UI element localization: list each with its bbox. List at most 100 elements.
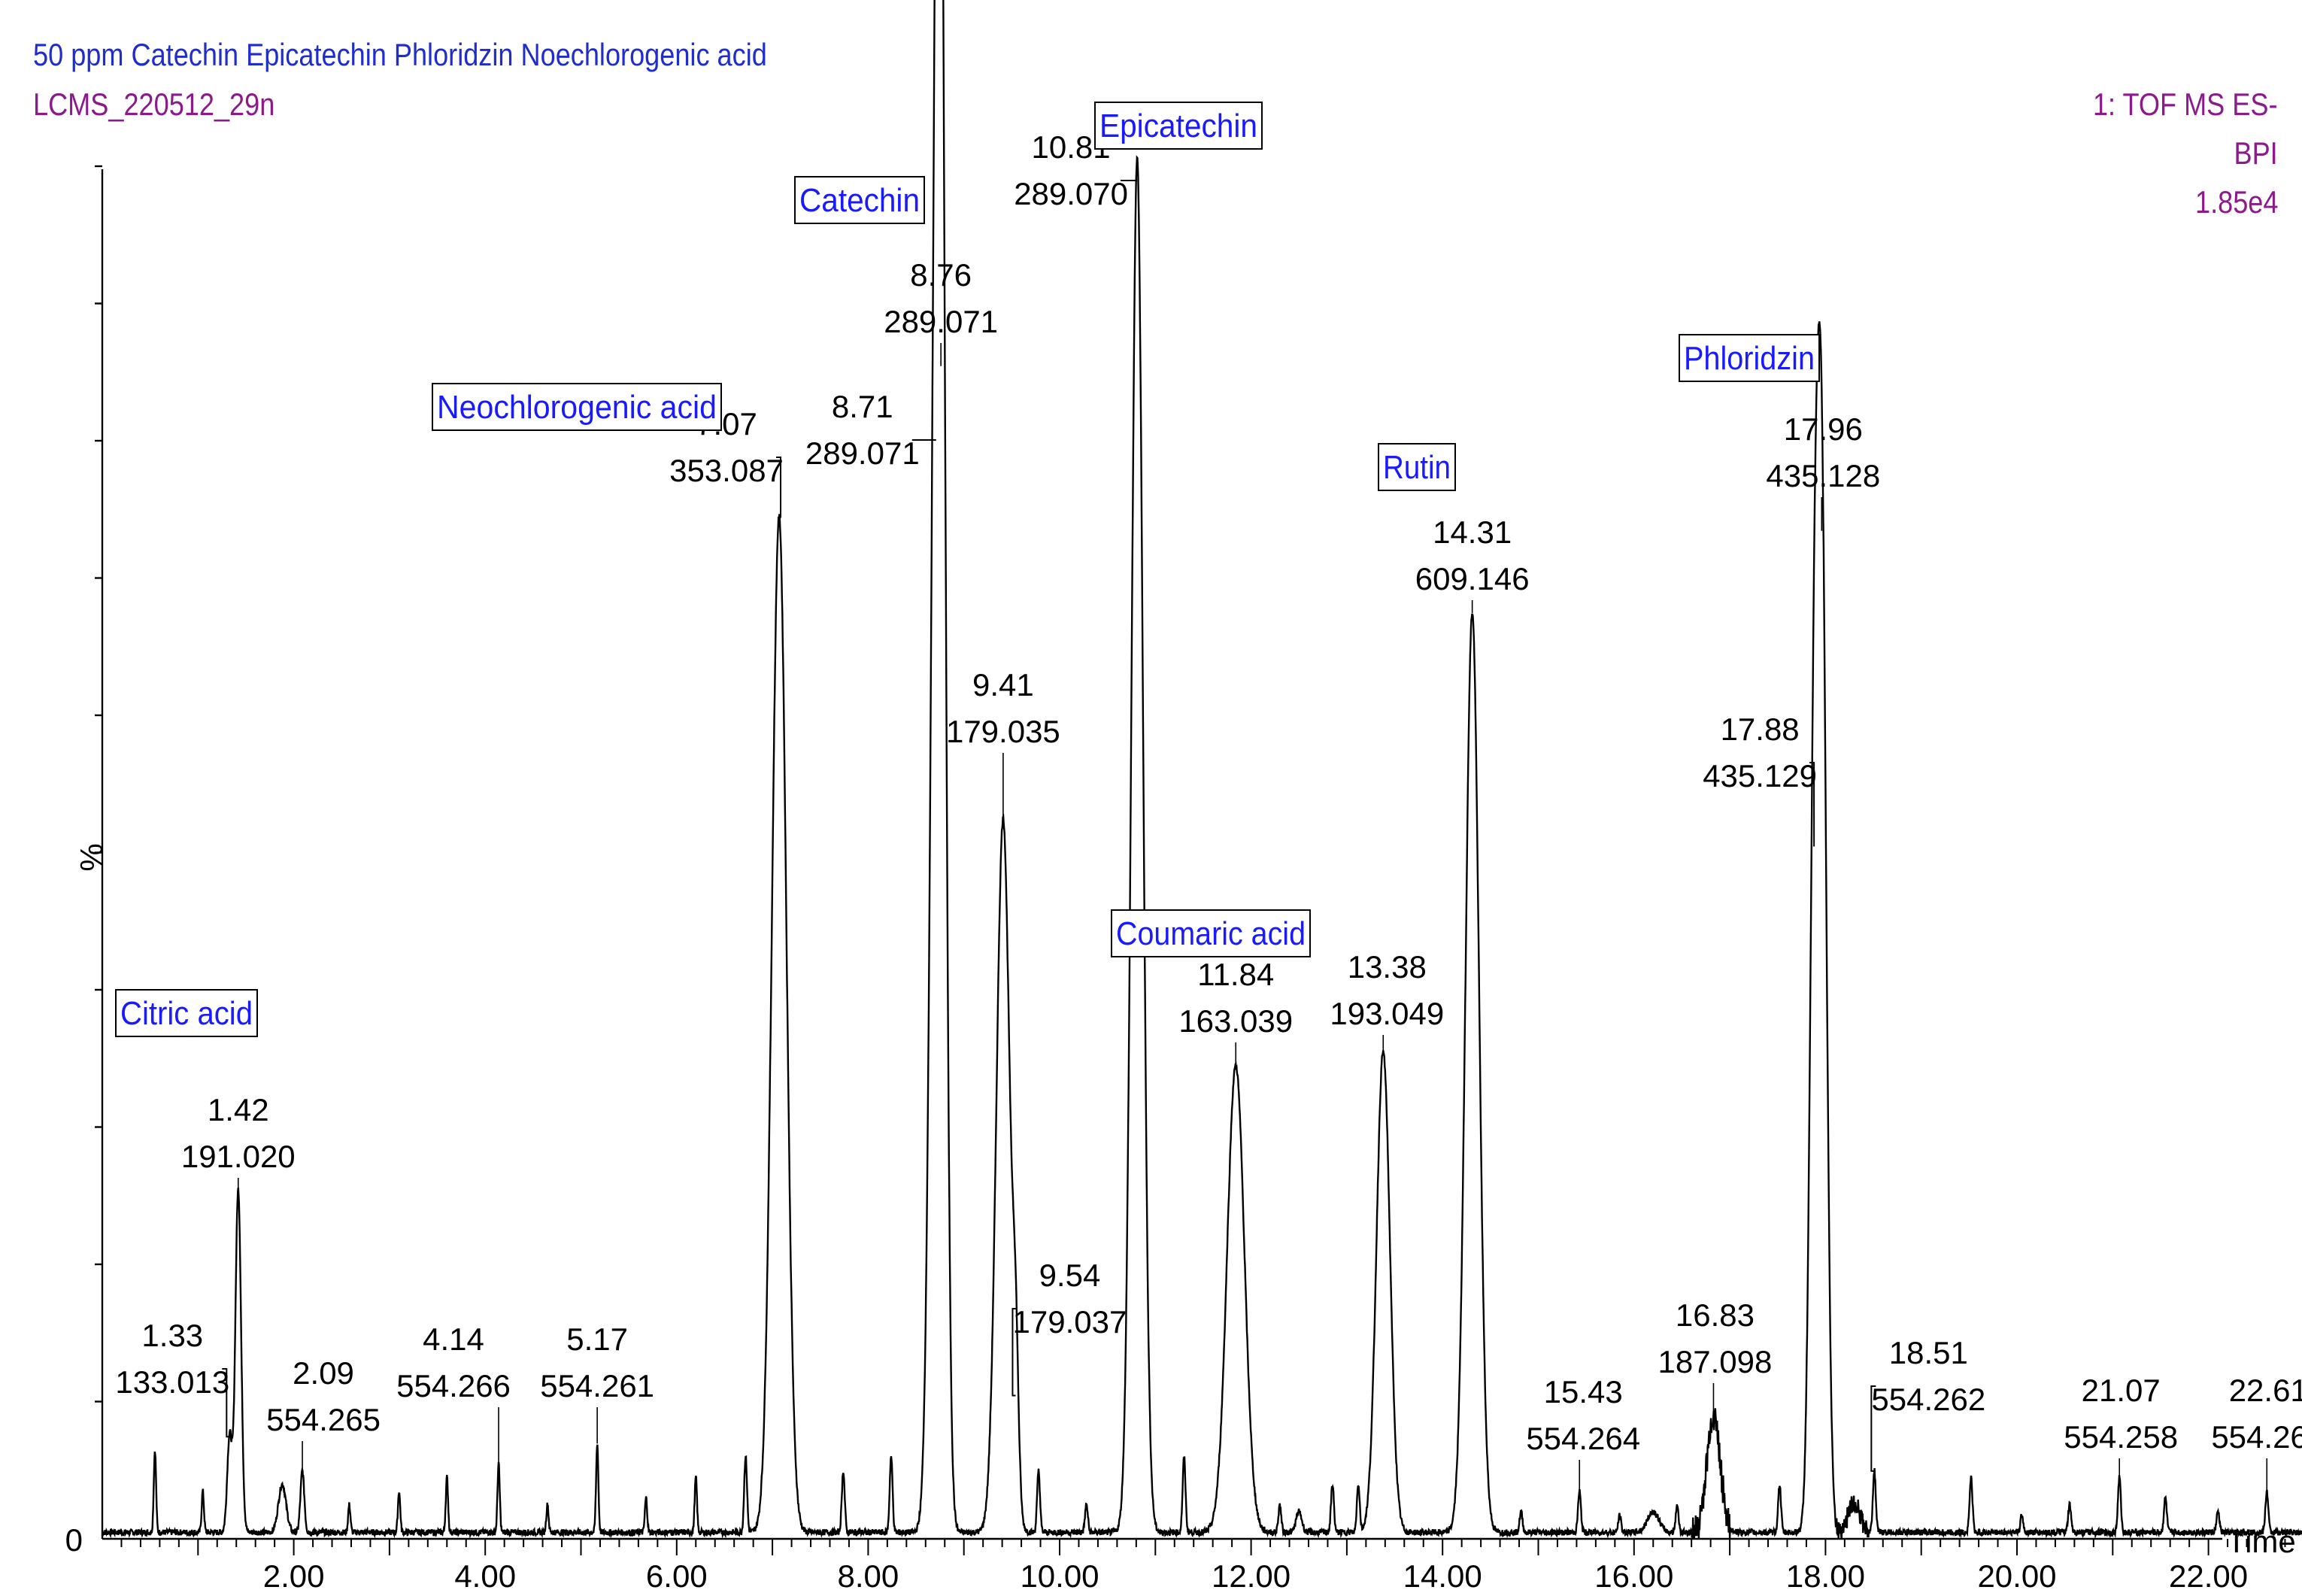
x-tick-label: 8.00 [838,1558,899,1594]
peak-label: 18.51 554.262 [1870,1335,1985,1472]
peak-mz: 353.087 [669,453,784,488]
intensity-max: 1.85e4 [2194,184,2278,220]
peak-mz: 554.258 [2064,1419,2178,1455]
peak-mz: 289.071 [805,435,920,471]
peak-mz: 191.020 [181,1139,296,1174]
x-tick-label: 18.00 [1786,1558,1865,1594]
x-tick-label: 16.00 [1594,1558,1673,1594]
peak-label-bracket [1870,1385,1876,1472]
y-axis-label: % [74,843,109,871]
peak-rt: 17.88 [1721,712,1800,747]
compound-annotation: Catechin [794,176,925,224]
peak-rt: 21.07 [2082,1373,2161,1408]
peak-mz: 179.037 [1013,1304,1127,1340]
x-tick-label: 14.00 [1403,1558,1482,1594]
compound-annotation-label: Epicatechin [1099,108,1257,144]
peak-mz: 187.098 [1658,1344,1773,1379]
peak-rt: 5.17 [566,1321,628,1357]
x-tick-label: 20.00 [1977,1558,2056,1594]
x-tick-label: 2.00 [263,1558,325,1594]
peak-label: 15.43 554.264 [1526,1374,1640,1492]
peak-mz: 179.035 [946,714,1060,749]
peak-mz: 554.266 [396,1368,511,1403]
peak-rt: 14.31 [1433,514,1512,550]
peak-label: 22.61 554.260 [2211,1373,2302,1492]
x-tick-label: 10.00 [1020,1558,1099,1594]
peak-rt: 15.43 [1544,1374,1623,1409]
peak-rt: 8.71 [832,389,893,424]
peak-label: 21.07 554.258 [2064,1373,2178,1478]
compound-annotation-box [115,989,258,1037]
sample-id: LCMS_220512_29n [33,86,275,122]
compound-annotation-box [794,176,925,224]
peak-mz: 133.013 [115,1364,229,1400]
peak-rt: 9.41 [972,667,1034,702]
function-label: 1: TOF MS ES- [2093,86,2278,122]
peak-label: 13.38 193.049 [1330,949,1444,1053]
bpi-trace [102,0,2302,1540]
compound-annotation-box [432,383,722,431]
compound-annotation: Epicatechin [1094,102,1263,150]
peak-label-bracket [1809,762,1815,847]
peak-label: 9.41 179.035 [946,667,1060,819]
compound-annotation-box [1679,334,1820,382]
peak-label: 1.42 191.020 [181,1092,296,1190]
peak-rt: 18.51 [1889,1335,1968,1370]
peak-label: 2.09 554.265 [266,1355,381,1471]
peak-mz: 289.071 [884,304,998,339]
peak-mz: 554.265 [266,1402,381,1437]
compound-annotation-label: Citric acid [120,995,253,1032]
x-tick-label: 22.00 [2169,1558,2248,1594]
peak-rt: 16.83 [1676,1297,1755,1333]
peak-label: 9.54 179.037 [1011,1258,1127,1397]
peak-mz: 435.129 [1703,758,1817,793]
peak-rt: 11.84 [1197,957,1274,992]
y-tick-label: 0 [65,1522,83,1558]
trace-type: BPI [2234,135,2278,171]
peak-label: 17.88 435.129 [1703,712,1817,847]
peak-rt: 17.96 [1784,411,1863,447]
compound-annotation-label: Phloridzin [1684,340,1815,377]
peak-labels: 1.33 133.013 1.42 191.020 2.09 554.265 4.14 554… [115,129,2302,1492]
peak-rt: 9.54 [1039,1258,1101,1293]
compound-annotation-label: Rutin [1383,449,1451,486]
compound-annotation: Rutin [1378,443,1456,491]
compound-annotation-box [1111,909,1311,957]
peak-rt: 1.42 [208,1092,269,1127]
compound-annotation: Coumaric acid [1111,909,1311,957]
compound-annotation-label: Catechin [799,182,920,219]
sample-title: 50 ppm Catechin Epicatechin Phloridzin N… [33,37,767,72]
x-tick-label: 4.00 [454,1558,516,1594]
compound-annotation: Citric acid [115,989,258,1037]
compound-annotation: Neochlorogenic acid [432,383,722,431]
peak-rt: 4.14 [423,1321,484,1357]
peak-mz: 554.261 [540,1368,654,1403]
peak-label: 11.84 163.039 [1178,957,1293,1067]
peak-rt: 22.61 [2229,1373,2302,1408]
peak-label: 1.33 133.013 [115,1318,230,1438]
peak-label: 16.83 187.098 [1658,1297,1773,1416]
compound-annotation-label: Neochlorogenic acid [437,389,717,426]
peak-label: 5.17 554.261 [540,1321,654,1444]
peak-mz: 554.262 [1871,1382,1985,1417]
peak-mz: 193.049 [1330,996,1444,1031]
peak-mz: 554.264 [1526,1421,1640,1456]
peak-label: 8.76 289.071 [884,257,998,366]
peak-mz: 554.260 [2211,1419,2302,1455]
compound-annotation-box [1378,443,1456,491]
peak-rt: 8.76 [910,257,972,293]
x-tick-label: 6.00 [646,1558,708,1594]
peak-label: 17.96 435.128 [1766,411,1880,531]
peak-label-bracket [222,1368,230,1438]
peak-rt: 2.09 [293,1355,354,1391]
compound-annotation-box [1094,102,1263,150]
chart-axes: 0% 2.00 4.00 6.00 8.00 10.00 12.00 14.00 16.00 18… [65,165,2296,1594]
x-tick-label: 12.00 [1212,1558,1291,1594]
peak-label: 8.71 289.071 [805,389,936,471]
compound-annotations: Citric acid Neochlorogenic acid Catechin Ep… [115,102,1820,1037]
compound-annotation: Phloridzin [1679,334,1820,382]
peak-label-bracket [776,457,782,518]
